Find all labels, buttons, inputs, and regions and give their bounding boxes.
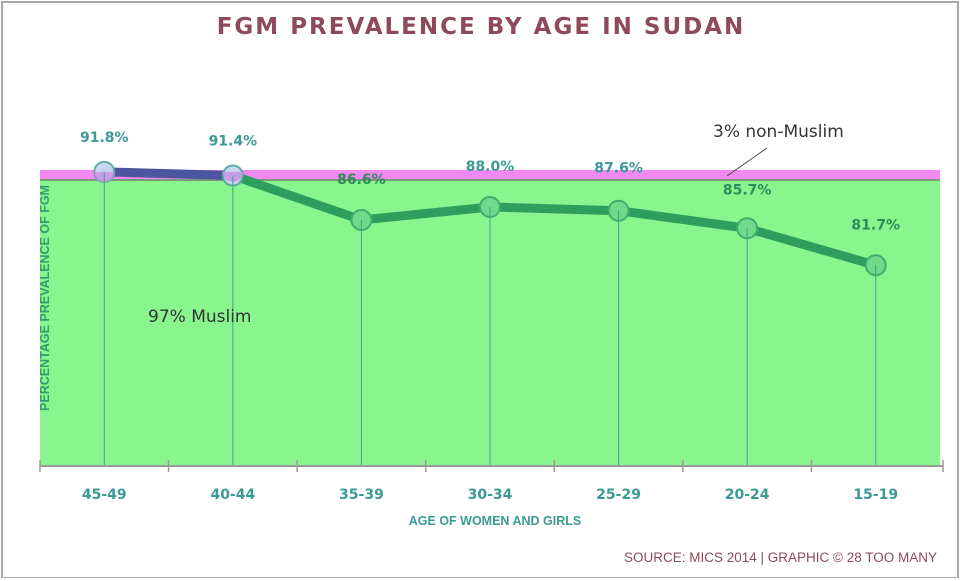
series-segment — [228, 171, 366, 225]
value-label-40-44: 91.4% — [209, 134, 258, 150]
series-segment — [742, 223, 881, 270]
value-label-25-29: 87.6% — [594, 161, 643, 177]
muslim-annotation: 97% Muslim — [148, 307, 252, 327]
x-tick-label: 40-44 — [210, 487, 255, 503]
x-tick-label: 25-29 — [596, 487, 641, 503]
non-muslim-annotation: 3% non-Muslim — [713, 122, 844, 142]
x-tick-label: 30-34 — [468, 487, 513, 503]
value-label-30-34: 88.0% — [466, 159, 515, 175]
series-segment — [99, 167, 238, 181]
source-note: SOURCE: MICS 2014 | GRAPHIC © 28 TOO MAN… — [623, 550, 937, 565]
x-tick-label: 20-24 — [725, 487, 770, 503]
y-axis-title: PERCENTAGE PREVALENCE OF FGM — [38, 185, 52, 411]
non-muslim-annotation-leader — [726, 147, 768, 177]
series-segment — [356, 202, 495, 225]
x-tick-label: 35-39 — [339, 487, 384, 503]
series-segment — [614, 206, 752, 233]
value-label-15-19: 81.7% — [851, 217, 900, 233]
value-label-20-24: 85.7% — [723, 182, 772, 198]
series-segment — [485, 202, 624, 216]
value-label-45-49: 91.8% — [80, 130, 129, 146]
x-tick-label: 15-19 — [853, 487, 898, 503]
non-muslim-band — [40, 170, 940, 180]
chart-title: FGM PREVALENCE BY AGE IN SUDAN — [216, 14, 746, 40]
value-label-35-39: 86.6% — [337, 172, 386, 188]
x-axis-title: AGE OF WOMEN AND GIRLS — [409, 514, 581, 528]
x-tick-label: 45-49 — [82, 487, 127, 503]
